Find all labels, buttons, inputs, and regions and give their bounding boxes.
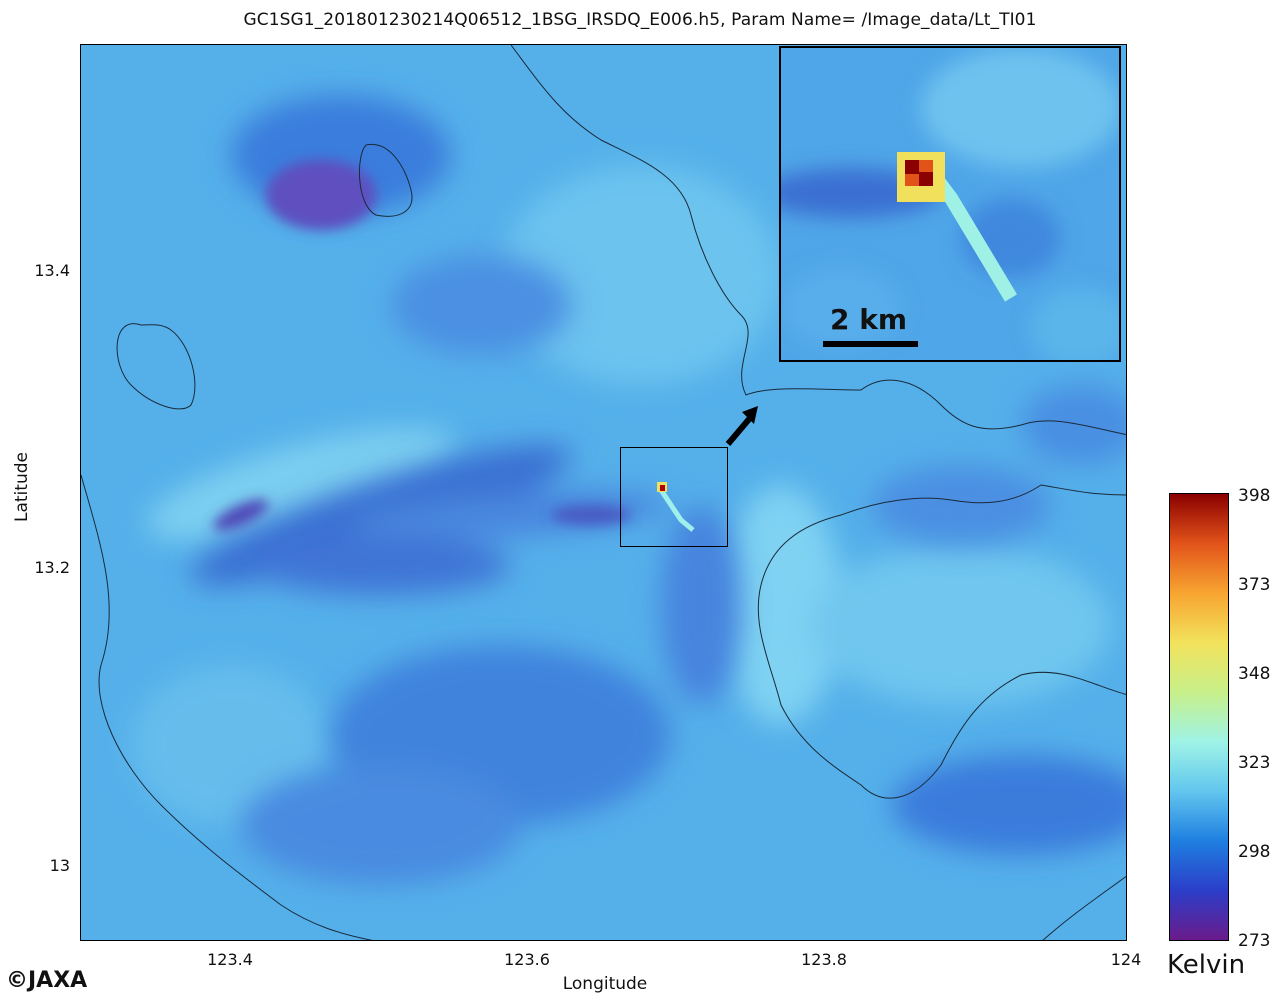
colorbar-tick: 323 (1238, 753, 1271, 773)
colorbar-tick: 298 (1238, 842, 1271, 862)
coastlines (81, 45, 1126, 940)
cold-core (213, 160, 631, 531)
cool-regions (190, 95, 1126, 885)
y-axis-title: Latitude (12, 452, 32, 522)
colorbar-tick: 273 (1238, 931, 1271, 951)
warm-regions (131, 165, 1111, 825)
x-tick-label: 123.4 (207, 950, 253, 969)
colorbar-tick: 348 (1238, 664, 1271, 684)
scale-label: 2 km (830, 303, 908, 336)
lava-flow (657, 482, 695, 532)
colorbar-unit: Kelvin (1167, 950, 1246, 980)
thermal-map (80, 44, 1127, 941)
colorbar-tick: 398 (1238, 486, 1271, 506)
colorbar-tick: 373 (1238, 575, 1271, 595)
zoom-region-box (620, 447, 728, 547)
x-axis-title: Longitude (562, 974, 648, 994)
zoom-arrow-icon (725, 406, 758, 446)
x-tick-label: 124 (1110, 950, 1142, 969)
map-title: GC1SG1_201801230214Q06512_1BSG_IRSDQ_E00… (243, 10, 1037, 30)
zoom-inset (779, 46, 1121, 362)
scale-bar (823, 341, 918, 347)
colorbar (1169, 493, 1229, 941)
y-tick-label: 13.4 (34, 261, 70, 280)
x-tick-label: 123.8 (801, 950, 847, 969)
copyright: ©JAXA (6, 968, 88, 993)
x-tick-label: 123.6 (504, 950, 550, 969)
y-tick-label: 13.2 (34, 558, 70, 577)
y-tick-label: 13 (49, 856, 70, 875)
